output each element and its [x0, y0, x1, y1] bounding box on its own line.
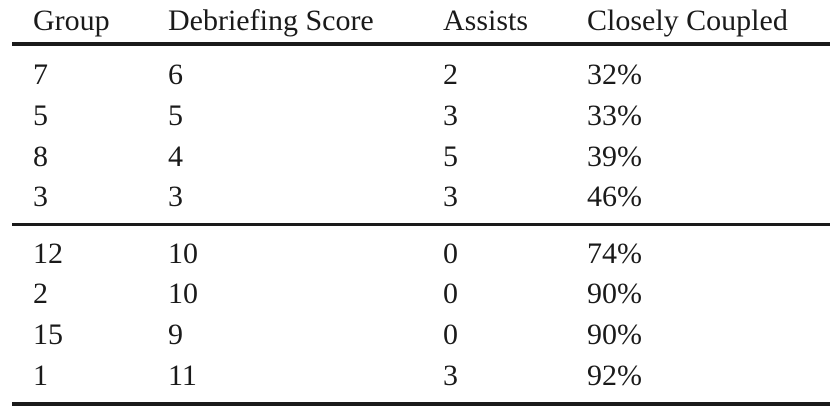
cell-group: 3: [33, 180, 48, 213]
cell-debriefing-score: 6: [168, 58, 183, 91]
cell-group: 2: [33, 277, 48, 310]
cell-group: 5: [33, 99, 48, 132]
header-assists: Assists: [443, 4, 529, 37]
cell-debriefing-score: 10: [168, 277, 198, 310]
header-debriefing-score: Debriefing Score: [168, 4, 374, 37]
cell-group: 15: [33, 318, 63, 351]
table-row: 7 6 2 32%: [12, 60, 830, 90]
cell-closely-coupled: 92%: [587, 359, 642, 392]
cell-assists: 0: [443, 237, 458, 270]
cell-closely-coupled: 32%: [587, 58, 642, 91]
table-row: 3 3 3 46%: [12, 182, 830, 212]
cell-assists: 0: [443, 318, 458, 351]
header-group: Group: [33, 4, 110, 37]
table-row: 5 5 3 33%: [12, 101, 830, 131]
cell-group: 12: [33, 237, 63, 270]
cell-debriefing-score: 4: [168, 140, 183, 173]
cell-closely-coupled: 90%: [587, 277, 642, 310]
header-closely-coupled: Closely Coupled: [587, 4, 788, 37]
cell-assists: 0: [443, 277, 458, 310]
cell-closely-coupled: 74%: [587, 237, 642, 270]
cell-assists: 2: [443, 58, 458, 91]
table-header-row: Group Debriefing Score Assists Closely C…: [12, 6, 830, 36]
cell-debriefing-score: 10: [168, 237, 198, 270]
top-rule: [12, 42, 830, 46]
cell-debriefing-score: 3: [168, 180, 183, 213]
cell-debriefing-score: 9: [168, 318, 183, 351]
cell-assists: 3: [443, 99, 458, 132]
cell-group: 8: [33, 140, 48, 173]
cell-debriefing-score: 5: [168, 99, 183, 132]
cell-debriefing-score: 11: [168, 359, 197, 392]
table-row: 1 11 3 92%: [12, 361, 830, 391]
middle-rule: [12, 223, 830, 226]
cell-assists: 5: [443, 140, 458, 173]
table-row: 12 10 0 74%: [12, 239, 830, 269]
table-row: 15 9 0 90%: [12, 320, 830, 350]
cell-closely-coupled: 46%: [587, 180, 642, 213]
cell-closely-coupled: 33%: [587, 99, 642, 132]
cell-group: 1: [33, 359, 48, 392]
cell-assists: 3: [443, 180, 458, 213]
cell-group: 7: [33, 58, 48, 91]
cell-assists: 3: [443, 359, 458, 392]
bottom-rule: [12, 402, 830, 406]
table-row: 2 10 0 90%: [12, 279, 830, 309]
cell-closely-coupled: 39%: [587, 140, 642, 173]
data-table: Group Debriefing Score Assists Closely C…: [12, 0, 830, 410]
table-row: 8 4 5 39%: [12, 142, 830, 172]
cell-closely-coupled: 90%: [587, 318, 642, 351]
